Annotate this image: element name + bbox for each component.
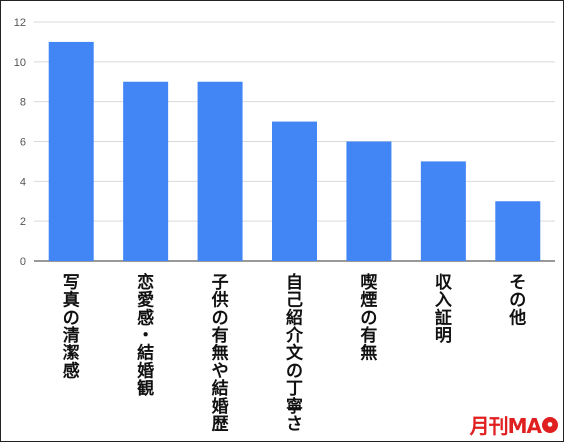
bar xyxy=(420,161,466,261)
y-tick-label: 8 xyxy=(20,97,26,109)
y-tick-label: 10 xyxy=(14,57,26,69)
x-category-label: 自己紹介文の丁寧さ xyxy=(285,272,304,434)
brand-dot-icon: ● xyxy=(542,416,558,433)
bar xyxy=(272,121,317,261)
y-tick-label: 4 xyxy=(20,176,26,188)
brand-text: 月刊MA xyxy=(469,414,542,438)
x-category-label: 喫煙の有無 xyxy=(360,273,378,364)
y-tick-label: 12 xyxy=(14,17,26,29)
brand-logo: 月刊MA ● xyxy=(470,410,558,439)
bar xyxy=(495,201,541,261)
bar xyxy=(197,81,243,261)
bar xyxy=(346,141,392,261)
x-category-label: その他 xyxy=(508,273,526,328)
bar xyxy=(123,81,169,261)
x-category-label: 恋愛感・結婚観 xyxy=(137,272,154,399)
x-category-label: 子供の有無や結婚歴 xyxy=(211,273,229,434)
y-tick-label: 6 xyxy=(20,137,26,149)
x-category-label: 収入証明 xyxy=(435,273,453,346)
y-tick-label: 2 xyxy=(20,216,26,228)
bar xyxy=(48,41,94,261)
y-tick-label: 0 xyxy=(20,256,26,268)
x-category-label: 写真の清潔感 xyxy=(63,273,80,381)
